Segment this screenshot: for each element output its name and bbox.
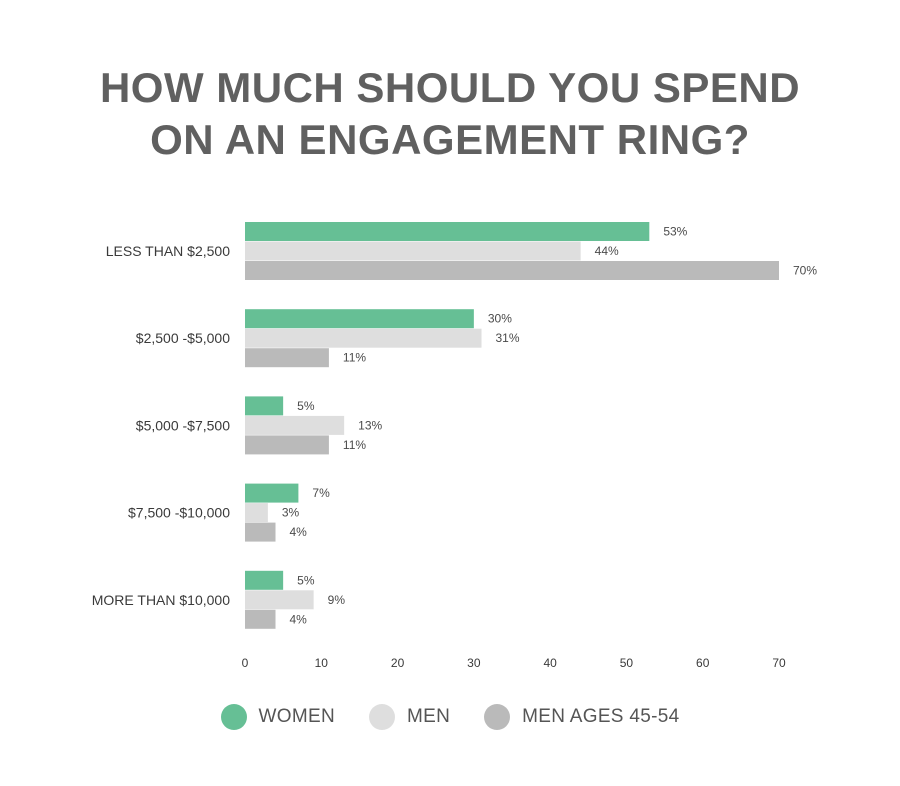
value-label-men-5-000-7-500: 13% [358,418,382,432]
legend-item-men-ages-45-54: MEN AGES 45-54 [484,704,679,730]
bar-women-5-000-7-500 [245,396,284,416]
legend-swatch-women [220,704,247,730]
value-label-men-ages-45-54-more-than-10-000: 4% [290,612,308,626]
value-label-men-less-than-2-500: 44% [595,244,619,258]
value-label-men-more-than-10-000: 9% [328,593,346,607]
x-tick-label-10: 10 [315,656,329,670]
bar-men-5-000-7-500 [245,415,345,435]
value-label-men-ages-45-54-7-500-10-000: 4% [290,525,308,539]
legend-item-men: MEN [368,704,451,730]
bar-women-7-500-10-000 [245,483,299,503]
x-tick-label-60: 60 [696,656,710,670]
legend-item-women: WOMEN [220,704,335,730]
chart-title-line-2: ON AN ENGAGEMENT RING? [150,116,750,163]
category-label-7-500-10-000: $7,500 -$10,000 [128,505,230,521]
chart-title: HOW MUCH SHOULD YOU SPEND ON AN ENGAGEME… [0,62,900,166]
bar-women-more-than-10-000 [245,570,284,590]
bar-men-ages-45-54-7-500-10-000 [245,522,276,542]
bar-women-less-than-2-500 [245,222,650,241]
legend-swatch-men-ages-45-54 [484,704,511,730]
value-label-men-2-500-5-000: 31% [495,331,519,345]
value-label-women-7-500-10-000: 7% [312,486,330,500]
bar-women-2-500-5-000 [245,309,474,329]
bar-men-more-than-10-000 [245,590,314,610]
x-tick-label-50: 50 [620,656,634,670]
x-tick-label-0: 0 [242,656,249,670]
value-label-men-ages-45-54-5-000-7-500: 11% [343,438,366,452]
value-label-men-7-500-10-000: 3% [282,506,300,520]
legend: WOMEN MEN MEN AGES 45-54 [0,704,900,730]
bar-men-ages-45-54-less-than-2-500 [245,261,779,280]
category-label-less-than-2-500: LESS THAN $2,500 [106,243,230,259]
value-label-women-less-than-2-500: 53% [663,225,687,239]
value-label-women-2-500-5-000: 30% [488,312,512,326]
value-label-women-more-than-10-000: 5% [297,573,315,587]
x-tick-label-20: 20 [391,656,405,670]
x-tick-label-40: 40 [543,656,557,670]
legend-label-women: WOMEN [258,706,335,727]
category-label-2-500-5-000: $2,500 -$5,000 [136,330,230,346]
legend-swatch-men [368,704,395,730]
value-label-men-ages-45-54-less-than-2-500: 70% [793,264,817,278]
x-tick-label-30: 30 [467,656,481,670]
bar-men-ages-45-54-more-than-10-000 [245,609,276,629]
bar-men-ages-45-54-5-000-7-500 [245,435,329,455]
bar-men-less-than-2-500 [245,241,581,261]
bar-men-7-500-10-000 [245,503,268,523]
x-tick-label-70: 70 [772,656,786,670]
category-label-5-000-7-500: $5,000 -$7,500 [136,417,230,433]
chart-title-line-1: HOW MUCH SHOULD YOU SPEND [99,64,801,111]
legend-label-men: MEN [406,706,451,727]
bar-men-ages-45-54-2-500-5-000 [245,348,329,368]
category-label-more-than-10-000: MORE THAN $10,000 [92,592,230,608]
bar-men-2-500-5-000 [245,328,482,348]
value-label-women-5-000-7-500: 5% [297,399,315,413]
legend-label-men-ages-45-54: MEN AGES 45-54 [522,706,680,727]
value-label-men-ages-45-54-2-500-5-000: 11% [343,351,366,365]
